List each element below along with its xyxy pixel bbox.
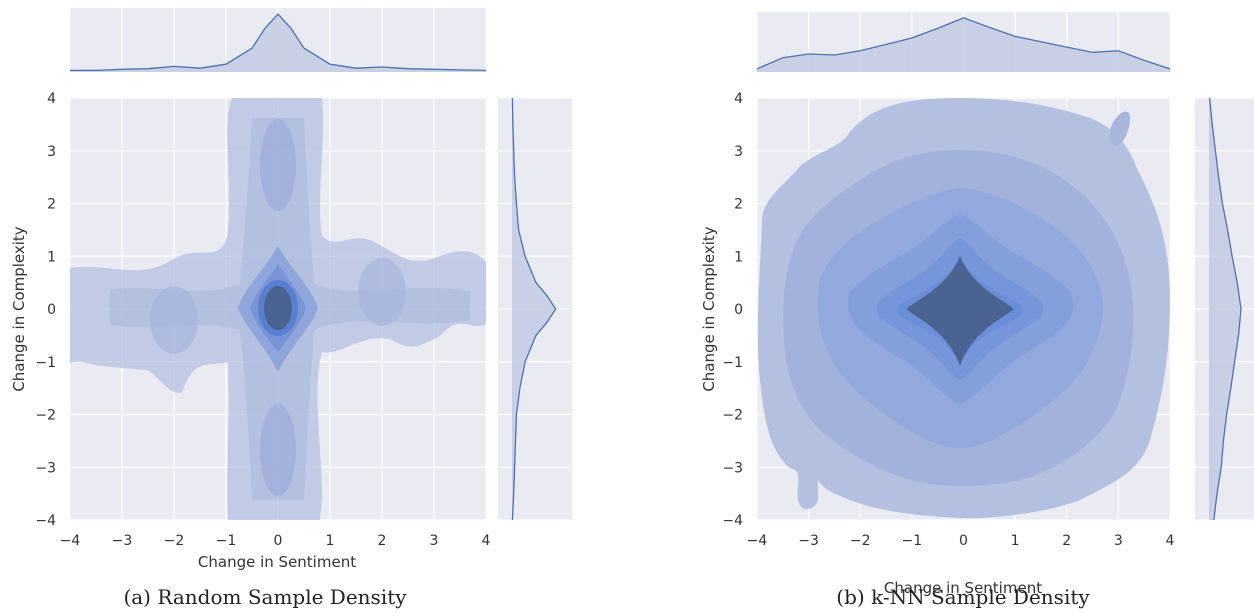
x-tick-label: 3 <box>430 533 439 549</box>
y-tick-label: −4 <box>35 513 56 529</box>
y-tick-label: −1 <box>35 355 56 371</box>
y-tick-label: −2 <box>722 408 743 424</box>
x-tick-label: −2 <box>850 533 871 549</box>
y-tick-label: −3 <box>722 460 743 476</box>
x-tick-label: 1 <box>1011 533 1020 549</box>
y-tick-label: 2 <box>47 197 56 213</box>
marginal-y-density-fill <box>1209 98 1241 520</box>
y-tick-label: −3 <box>35 460 56 476</box>
y-tick-label: 4 <box>47 91 56 107</box>
x-tick-label: 4 <box>482 533 491 549</box>
density-mode-upper-right <box>1109 111 1130 146</box>
y-tick-label: 1 <box>47 249 56 265</box>
x-tick-label: −3 <box>798 533 819 549</box>
marginal-x-density-fill <box>757 17 1170 72</box>
caption-b: (b) k-NN Sample Density <box>836 585 1090 609</box>
marginal-x-grid <box>69 8 487 72</box>
density-mode-top <box>260 119 296 211</box>
density-level-6 <box>264 286 292 330</box>
marginal-y-grid <box>498 97 572 521</box>
x-tick-label: 0 <box>959 533 968 549</box>
x-tick-labels: −4 −3 −2 −1 0 1 2 3 4 <box>60 533 491 549</box>
x-tick-label: 1 <box>326 533 335 549</box>
x-tick-label: −4 <box>60 533 81 549</box>
x-tick-label: 4 <box>1166 533 1175 549</box>
x-tick-label: 3 <box>1114 533 1123 549</box>
x-axis-label: Change in Sentiment <box>884 579 1042 597</box>
marginal-y-density-fill <box>512 98 556 520</box>
x-tick-label: −2 <box>164 533 185 549</box>
density-mode-left <box>150 286 198 354</box>
x-tick-label: −1 <box>902 533 923 549</box>
marginal-x-density-line <box>756 17 1171 70</box>
density-contours <box>757 98 1170 519</box>
density-mode-right <box>358 258 406 326</box>
y-tick-label: 2 <box>734 197 743 213</box>
x-axis-label: Change in Sentiment <box>198 553 356 571</box>
x-tick-label: −1 <box>216 533 237 549</box>
x-tick-label: 2 <box>1062 533 1071 549</box>
y-tick-label: 4 <box>734 91 743 107</box>
marginal-y-density-line <box>1208 97 1242 521</box>
y-tick-label: 3 <box>47 144 56 160</box>
marginal-x-density-line <box>70 13 487 72</box>
density-contours <box>70 98 486 520</box>
marginal-x-density-fill <box>70 14 486 73</box>
y-tick-label: −1 <box>722 355 743 371</box>
y-tick-label: 0 <box>734 302 743 318</box>
panel-b: −4 −3 −2 −1 0 1 2 3 4 −4 −3 −2 −1 0 1 2 3 4 Change in Se… <box>700 12 1254 609</box>
x-tick-label: 0 <box>274 533 283 549</box>
y-axis-label: Change in Complexity <box>700 226 718 391</box>
y-tick-labels: −4 −3 −2 −1 0 1 2 3 4 <box>722 91 743 529</box>
y-tick-labels: −4 −3 −2 −1 0 1 2 3 4 <box>35 91 56 529</box>
x-tick-label: −4 <box>747 533 768 549</box>
y-tick-label: −4 <box>722 513 743 529</box>
caption-a: (a) Random Sample Density <box>123 585 407 609</box>
x-tick-label: 2 <box>378 533 387 549</box>
y-tick-label: 3 <box>734 144 743 160</box>
y-tick-label: −2 <box>35 408 56 424</box>
y-tick-label: 0 <box>47 302 56 318</box>
panel-a: −4 −3 −2 −1 0 1 2 3 4 −4 −3 −2 −1 0 1 2 3 4 Change in Se… <box>10 8 572 609</box>
y-axis-label: Change in Complexity <box>10 226 28 391</box>
x-tick-label: −3 <box>112 533 133 549</box>
x-tick-labels: −4 −3 −2 −1 0 1 2 3 4 <box>747 533 1175 549</box>
density-mode-bottom <box>260 404 296 496</box>
y-tick-label: 1 <box>734 249 743 265</box>
marginal-y-density-line <box>511 97 557 521</box>
density-level-7 <box>906 256 1014 366</box>
